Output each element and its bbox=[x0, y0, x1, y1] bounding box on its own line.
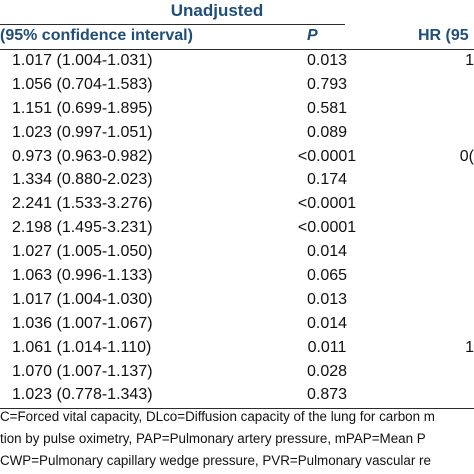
table-row: 1.151 (0.699-1.895) 0.581 bbox=[0, 97, 474, 121]
footnote-line: C=Forced vital capacity, DLco=Diffusion … bbox=[0, 409, 435, 424]
ci-cell: 1.056 (0.704-1.583) bbox=[12, 75, 153, 93]
p-value-cell: 0.011 bbox=[307, 338, 347, 356]
ci-cell: 1.023 (0.778-1.343) bbox=[12, 386, 153, 404]
ci-cell: 1.036 (1.007-1.067) bbox=[12, 314, 153, 332]
table-row: 1.023 (0.778-1.343) 0.873 bbox=[0, 383, 474, 407]
table-row: 2.198 (1.495-3.231) <0.0001 bbox=[0, 216, 474, 240]
p-value-cell: 0.793 bbox=[306, 75, 348, 93]
ci-cell: 1.017 (1.004-1.031) bbox=[12, 52, 153, 69]
hr-cell: 1 bbox=[465, 338, 474, 356]
ci-cell: 0.973 (0.963-0.982) bbox=[12, 147, 153, 165]
table-row: 1.023 (0.997-1.051) 0.089 bbox=[0, 121, 474, 145]
ci-cell: 1.334 (0.880-2.023) bbox=[12, 171, 153, 189]
footer-rule bbox=[0, 408, 474, 409]
table-row: 1.061 (1.014-1.110) 0.011 1 bbox=[0, 336, 474, 360]
ci-cell: 1.023 (0.997-1.051) bbox=[12, 123, 153, 141]
group-header-rule bbox=[0, 24, 345, 25]
p-value-cell: 0.014 bbox=[306, 243, 348, 261]
ci-column-header: (95% confidence interval) bbox=[0, 27, 193, 44]
p-value-cell: 0.013 bbox=[306, 52, 348, 69]
footnote-line: tion by pulse oximetry, PAP=Pulmonary ar… bbox=[0, 431, 426, 446]
table-body: 1.017 (1.004-1.031) 0.013 1 1.056 (0.704… bbox=[0, 49, 474, 407]
table-row: 2.241 (1.533-3.276) <0.0001 bbox=[0, 192, 474, 216]
ci-cell: 1.061 (1.014-1.110) bbox=[12, 338, 152, 356]
p-value-cell: 0.028 bbox=[306, 362, 348, 380]
p-value-cell: 0.014 bbox=[306, 314, 348, 332]
p-value-cell: <0.0001 bbox=[297, 195, 357, 213]
p-value-cell: 0.174 bbox=[306, 171, 348, 189]
ci-cell: 1.070 (1.007-1.137) bbox=[12, 362, 153, 380]
p-value-cell: 0.581 bbox=[306, 99, 348, 117]
p-value-cell: 0.089 bbox=[306, 123, 348, 141]
p-value-cell: <0.0001 bbox=[297, 147, 357, 165]
hr-cell: 0( bbox=[459, 147, 474, 165]
header-rule bbox=[0, 49, 474, 50]
hr-cell: 1 bbox=[465, 52, 474, 69]
table-row: 1.017 (1.004-1.030) 0.013 bbox=[0, 288, 474, 312]
table-row: 1.334 (0.880-2.023) 0.174 bbox=[0, 168, 474, 192]
p-value-cell: 0.873 bbox=[306, 386, 348, 404]
unadjusted-group-header: Unadjusted bbox=[170, 1, 264, 20]
table-row: 1.027 (1.005-1.050) 0.014 bbox=[0, 240, 474, 264]
footnote-line: CWP=Pulmonary capillary wedge pressure, … bbox=[0, 453, 431, 468]
ci-cell: 1.151 (0.699-1.895) bbox=[12, 99, 153, 117]
ci-cell: 2.198 (1.495-3.231) bbox=[12, 219, 153, 237]
table-row: 1.036 (1.007-1.067) 0.014 bbox=[0, 312, 474, 336]
table-row: 1.063 (0.996-1.133) 0.065 bbox=[0, 264, 474, 288]
table-row: 1.017 (1.004-1.031) 0.013 1 bbox=[0, 49, 474, 73]
p-value-cell: 0.013 bbox=[306, 290, 348, 308]
table-row: 1.056 (0.704-1.583) 0.793 bbox=[0, 73, 474, 97]
table-row: 1.070 (1.007-1.137) 0.028 bbox=[0, 360, 474, 384]
ci-cell: 1.017 (1.004-1.030) bbox=[12, 290, 153, 308]
ci-cell: 1.027 (1.005-1.050) bbox=[12, 243, 153, 261]
table-row: 0.973 (0.963-0.982) <0.0001 0( bbox=[0, 145, 474, 169]
ci-cell: 1.063 (0.996-1.133) bbox=[12, 267, 153, 285]
hr-column-header: HR (95 bbox=[418, 27, 469, 44]
ci-cell: 2.241 (1.533-3.276) bbox=[12, 195, 153, 213]
p-value-cell: 0.065 bbox=[306, 267, 348, 285]
p-column-header: P bbox=[307, 27, 318, 44]
p-value-cell: <0.0001 bbox=[297, 219, 357, 237]
